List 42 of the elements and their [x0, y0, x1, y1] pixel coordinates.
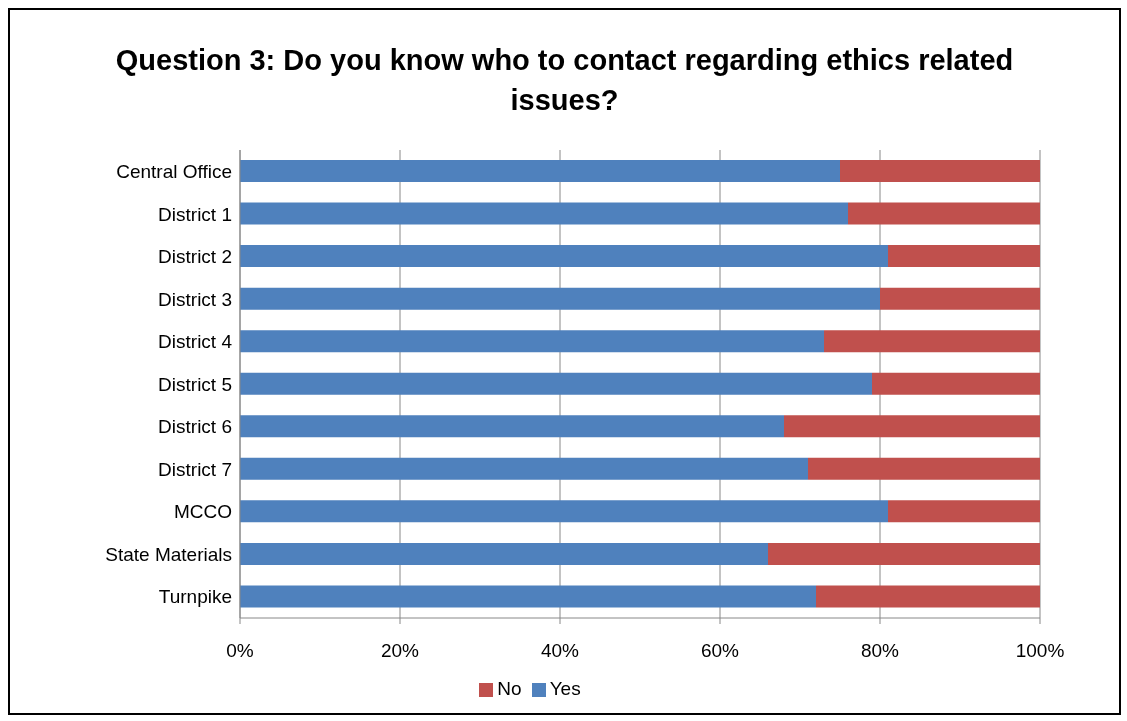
x-tick-label: 20%	[380, 640, 420, 662]
bar	[840, 160, 1040, 182]
y-tick-label: District 7	[158, 458, 232, 480]
y-tick-label: District 5	[158, 373, 232, 395]
x-tick-label: 80%	[860, 640, 900, 662]
x-tick-label: 60%	[700, 640, 740, 662]
bar	[240, 415, 784, 438]
bar	[240, 542, 768, 565]
bar	[240, 245, 888, 268]
bar	[888, 245, 1040, 268]
x-tick-label: 100%	[1015, 640, 1065, 662]
bar	[848, 202, 1040, 225]
bar	[768, 542, 1040, 565]
bar	[240, 500, 888, 523]
bar	[240, 457, 808, 480]
bar	[240, 160, 840, 182]
y-tick-label: MCCO	[173, 501, 232, 523]
y-tick-label: District 3	[158, 288, 232, 310]
bar	[816, 585, 1040, 608]
y-tick-label: State Materials	[105, 543, 232, 565]
x-tick-label: 0%	[226, 640, 254, 662]
x-tick-label: 40%	[540, 640, 580, 662]
bar	[872, 372, 1040, 395]
y-tick-label: District 6	[158, 416, 232, 438]
y-tick-label: District 1	[158, 203, 232, 225]
bar	[808, 457, 1040, 480]
bar	[784, 415, 1040, 438]
y-tick-label: Turnpike	[158, 586, 232, 608]
bar	[888, 500, 1040, 523]
bar	[240, 202, 848, 225]
legend-label: Yes	[549, 678, 581, 699]
y-tick-label: District 2	[158, 246, 232, 268]
legend-label: No	[497, 678, 522, 699]
y-tick-label: Central Office	[116, 161, 232, 183]
chart-title: Question 3: Do you know who to contact regarding ethics related issues?	[114, 43, 1015, 118]
bar	[824, 330, 1040, 353]
bar	[240, 585, 816, 608]
bar	[240, 372, 872, 395]
bar	[240, 330, 824, 353]
bar	[880, 287, 1040, 310]
y-tick-label: District 4	[158, 331, 233, 353]
bar	[240, 287, 880, 310]
